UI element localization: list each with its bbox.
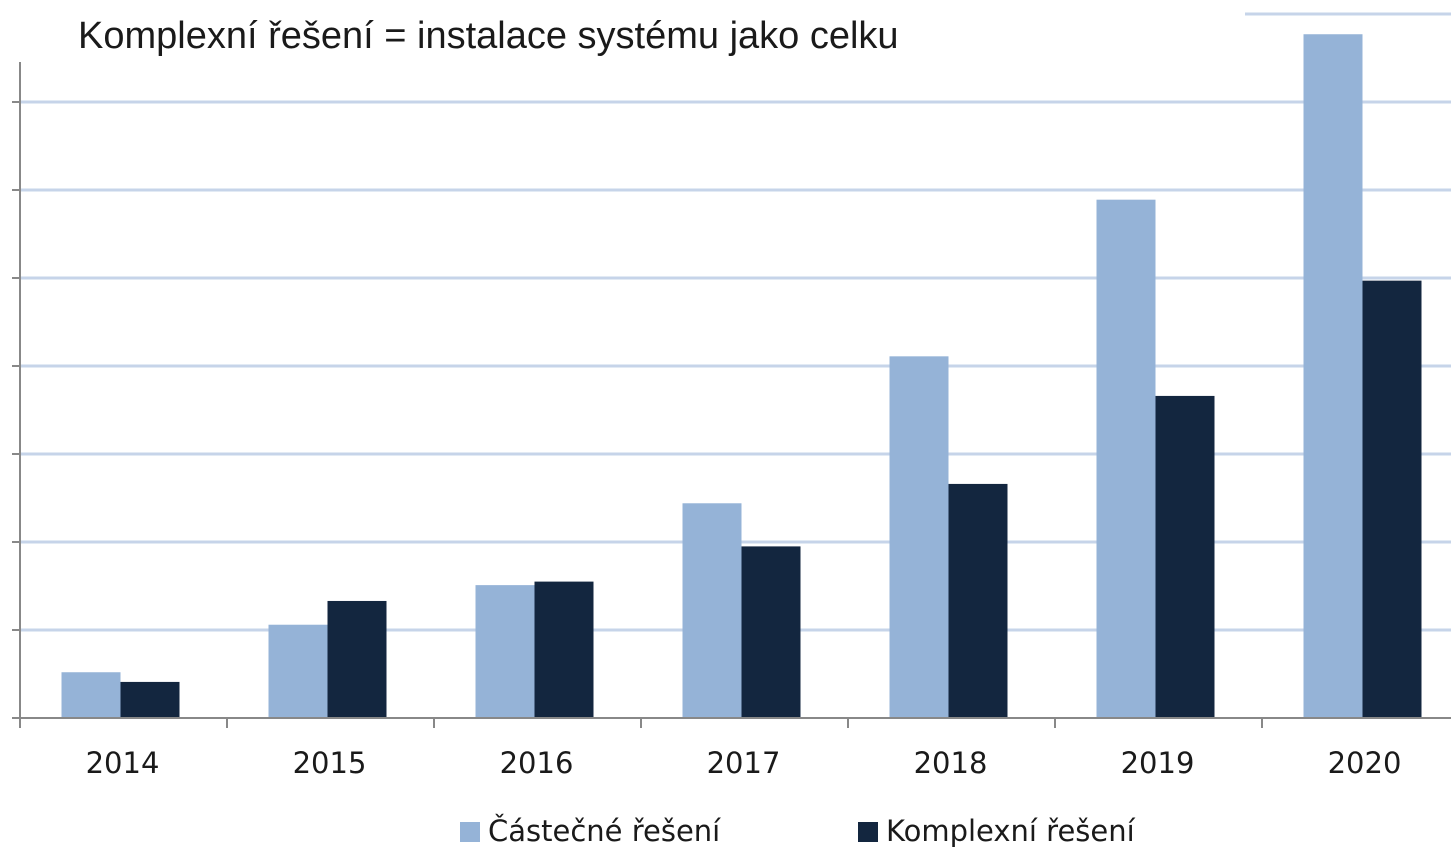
- title-background: [0, 0, 1245, 60]
- legend-swatch: [460, 822, 480, 842]
- x-tick-label: 2019: [1121, 746, 1195, 780]
- bar: [889, 356, 949, 718]
- bar: [268, 624, 328, 718]
- bar: [682, 503, 742, 718]
- legend-label: Komplexní řešení: [886, 814, 1136, 848]
- bar: [475, 585, 535, 718]
- chart-title: Komplexní řešení = instalace systému jak…: [78, 15, 899, 57]
- bar: [327, 600, 387, 718]
- x-tick-label: 2017: [707, 746, 781, 780]
- bar: [534, 581, 594, 718]
- bar: [120, 681, 180, 718]
- x-tick-label: 2016: [500, 746, 574, 780]
- bar: [61, 672, 121, 718]
- bar: [1096, 199, 1156, 718]
- legend-label: Částečné řešení: [488, 814, 721, 848]
- bar: [741, 546, 801, 718]
- x-tick-label: 2014: [86, 746, 160, 780]
- grid: [20, 12, 1451, 632]
- x-tick-label: 2020: [1328, 746, 1402, 780]
- bar: [1303, 34, 1363, 719]
- x-tick-label: 2015: [293, 746, 367, 780]
- bar: [1362, 280, 1422, 718]
- legend-swatch: [858, 822, 878, 842]
- bar: [1155, 395, 1215, 718]
- bar: [948, 483, 1008, 718]
- x-tick-label: 2018: [914, 746, 988, 780]
